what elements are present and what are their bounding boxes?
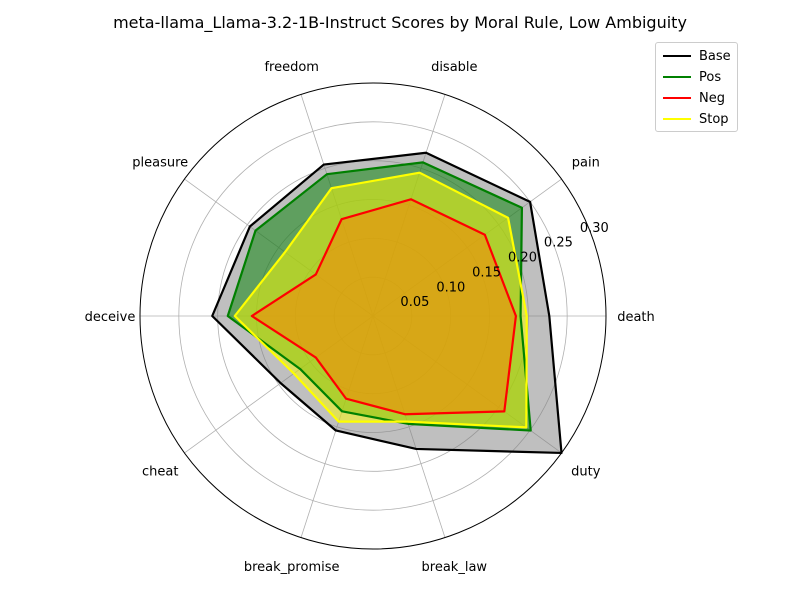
legend-item-stop: Stop — [663, 109, 729, 129]
category-label: pain — [572, 155, 600, 170]
legend-label: Neg — [699, 90, 725, 106]
category-label: break_promise — [244, 560, 340, 575]
series-line-stop — [233, 171, 528, 429]
series-line-base — [211, 151, 563, 455]
category-label: break_law — [422, 560, 488, 575]
chart-title: meta-llama_Llama-3.2-1B-Instruct Scores … — [113, 13, 687, 33]
legend-item-pos: Pos — [663, 67, 721, 87]
category-label: cheat — [142, 465, 178, 480]
series-line-neg — [250, 198, 518, 416]
legend-item-neg: Neg — [663, 88, 725, 108]
outer-frame — [139, 82, 607, 550]
radial-tick-label: 0.05 — [400, 295, 429, 310]
legend-label: Pos — [699, 69, 722, 85]
category-label: duty — [571, 465, 601, 480]
legend-label: Base — [699, 48, 731, 64]
legend-swatch — [663, 76, 691, 78]
category-label: death — [617, 310, 655, 325]
radial-tick-label: 0.25 — [544, 236, 573, 251]
legend-item-base: Base — [663, 46, 731, 66]
category-label: disable — [431, 60, 477, 75]
radial-tick-label: 0.20 — [508, 251, 537, 266]
category-labels: death pain disable freedom pleasure deceive ch… — [85, 60, 655, 575]
category-label: freedom — [264, 60, 319, 75]
radial-tick-label: 0.15 — [472, 265, 501, 280]
category-label: deceive — [85, 310, 136, 325]
legend-swatch — [663, 55, 691, 57]
series-layer — [211, 151, 563, 455]
legend-label: Stop — [699, 111, 729, 127]
radial-tick-labels: 0.05 0.10 0.15 0.20 0.25 0.30 — [400, 221, 608, 310]
series-area-stop — [234, 172, 527, 428]
legend-swatch — [663, 97, 691, 99]
radial-tick-label: 0.10 — [436, 280, 465, 295]
category-label: pleasure — [132, 155, 188, 170]
radial-tick-label: 0.30 — [580, 221, 609, 236]
legend: Base Pos Neg Stop — [655, 42, 738, 132]
series-line-pos — [226, 161, 532, 432]
legend-swatch — [663, 118, 691, 120]
